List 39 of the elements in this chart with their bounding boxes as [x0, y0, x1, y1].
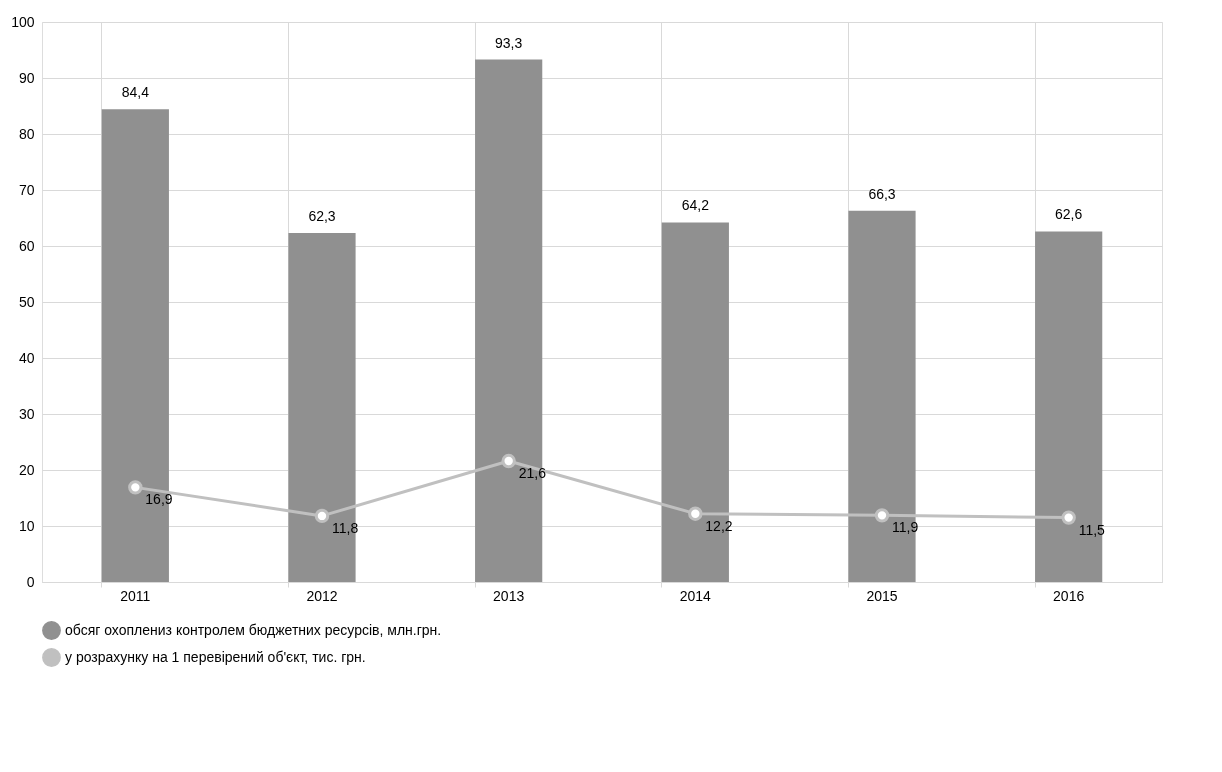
- bar: [1035, 231, 1103, 582]
- bar: [848, 210, 916, 582]
- y-tick-label: 10: [18, 517, 35, 534]
- x-tick-label: 2011: [120, 587, 151, 604]
- point: [874, 508, 890, 523]
- point: [128, 480, 143, 495]
- y-tick-label: 0: [26, 573, 35, 590]
- y-tick-label: 100: [11, 13, 35, 30]
- y-tick-label: 30: [18, 405, 35, 422]
- point: [314, 508, 330, 524]
- y-tick-label: 70: [18, 181, 35, 198]
- x-tick-label: 2013: [493, 587, 525, 604]
- y-tick-label: 50: [18, 293, 35, 310]
- data-label: 62,6: [1055, 206, 1083, 223]
- data-label: 64,2: [681, 197, 710, 214]
- y-tick-label: 20: [18, 461, 35, 478]
- legend-label: обсяг охоплениз контролем бюджетних ресурсів, млн.грн.: [65, 621, 442, 638]
- point: [501, 453, 516, 469]
- y-tick-label: 40: [18, 349, 35, 366]
- data-label: 21,6: [518, 465, 547, 482]
- point: [1061, 510, 1076, 525]
- y-tick-label: 90: [18, 69, 35, 86]
- data-label: 93,3: [495, 34, 523, 51]
- legend-label: у розрахунку на 1 перевірений об'єкт, тис. грн.: [65, 648, 366, 665]
- bar: [288, 233, 356, 582]
- y-tick-label: 60: [18, 237, 35, 254]
- data-label: 11,5: [1078, 521, 1106, 538]
- data-label: 11,8: [332, 519, 359, 536]
- data-label: 66,3: [868, 185, 896, 202]
- x-tick-label: 2012: [306, 587, 338, 604]
- y-tick-label: 80: [18, 125, 35, 142]
- data-label: 12,2: [705, 517, 733, 534]
- x-tick-label: 2015: [866, 587, 898, 604]
- x-tick-label: 2016: [1053, 587, 1085, 604]
- data-label: 62,3: [308, 208, 336, 225]
- data-label: 11,9: [892, 519, 919, 536]
- point: [688, 506, 703, 521]
- data-label: 84,4: [121, 84, 150, 101]
- x-tick-label: 2014: [679, 587, 712, 604]
